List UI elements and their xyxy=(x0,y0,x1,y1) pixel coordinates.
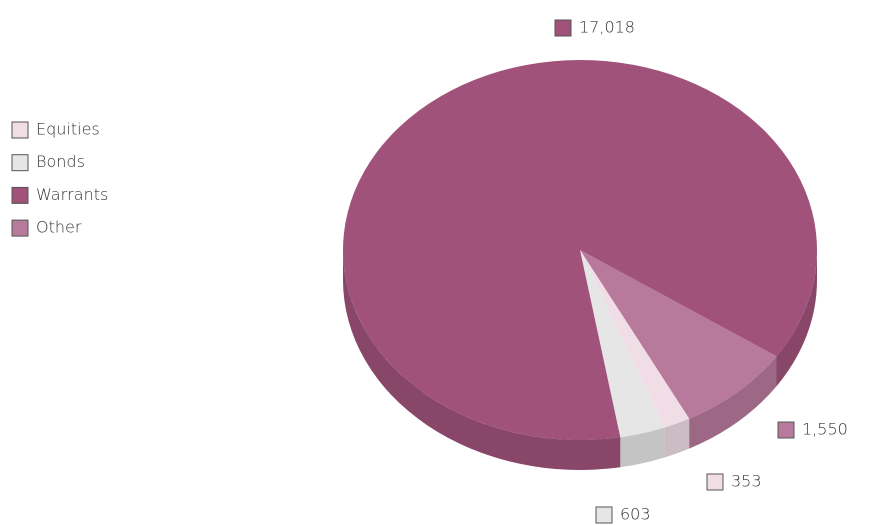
slice xyxy=(580,250,690,428)
slice-side xyxy=(664,418,690,458)
legend-label: Equities xyxy=(36,120,100,139)
slice-side xyxy=(776,250,817,387)
slice xyxy=(580,250,665,438)
value-label: 353 xyxy=(731,472,762,491)
slice xyxy=(580,250,777,419)
legend-label: Other xyxy=(36,218,82,237)
legend-swatch xyxy=(11,154,29,172)
slice-side xyxy=(343,250,621,471)
value-label: 17,018 xyxy=(579,18,635,37)
label-swatch xyxy=(554,19,572,37)
slice-side xyxy=(689,356,777,449)
slice xyxy=(342,60,817,441)
value-label: 603 xyxy=(620,505,651,524)
legend-swatch xyxy=(11,219,29,237)
label-swatch xyxy=(777,421,795,439)
legend-swatch xyxy=(11,121,29,139)
label-swatch xyxy=(706,473,724,491)
legend-label: Bonds xyxy=(36,152,85,171)
label-swatch xyxy=(595,506,613,524)
legend-label: Warrants xyxy=(36,185,108,204)
slice-side xyxy=(620,427,665,468)
legend-swatch xyxy=(11,186,29,204)
value-label: 1,550 xyxy=(802,420,848,439)
